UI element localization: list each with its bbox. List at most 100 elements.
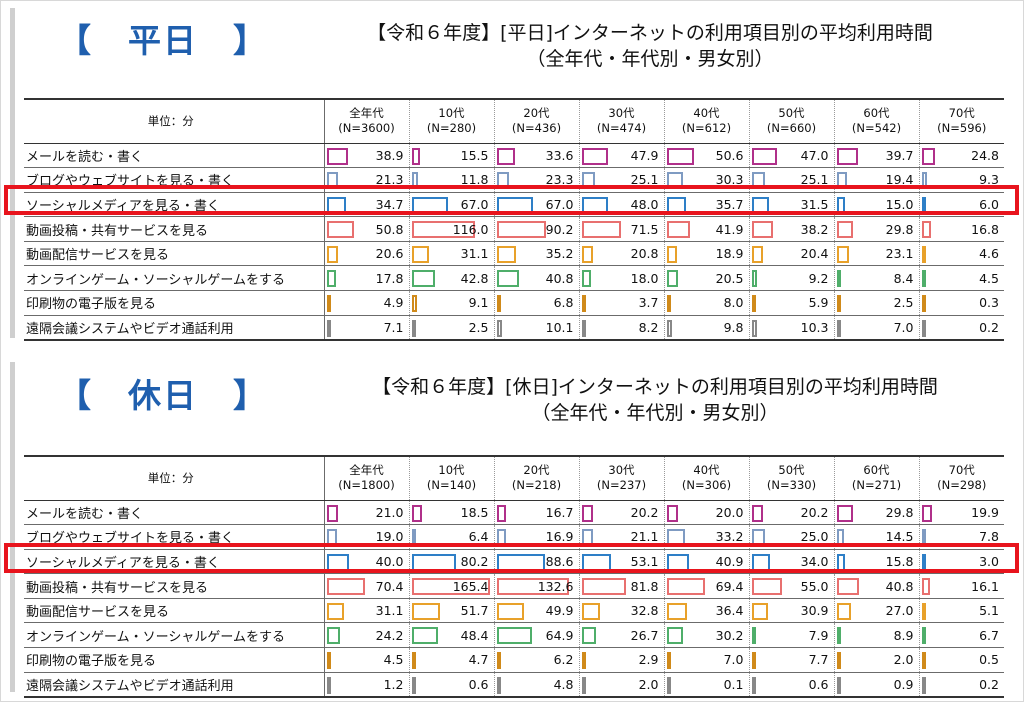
value-label: 31.1 — [460, 246, 489, 262]
value-label: 40.0 — [375, 553, 404, 569]
column-header: 全年代 (N=1800) — [323, 455, 409, 501]
value-cell: 19.9 — [918, 500, 1004, 526]
column-header-n: (N=271) — [851, 478, 902, 493]
row-label: 印刷物の電子版を見る — [24, 290, 325, 316]
value-bar — [581, 676, 586, 694]
value-cell: 10.1 — [493, 315, 579, 341]
value-bar — [581, 245, 593, 263]
table-row: 動画配信サービスを見る 31.1 51.7 49.9 32.8 36.4 30.9 27.0 5… — [24, 598, 1004, 624]
value-cell: 0.6 — [748, 672, 834, 698]
value-cell: 42.8 — [408, 265, 494, 292]
value-label: 2.5 — [468, 319, 489, 335]
column-header-n: (N=596) — [937, 121, 987, 136]
value-label: 7.1 — [383, 319, 404, 335]
value-cell: 71.5 — [578, 216, 664, 242]
value-bar — [836, 627, 842, 645]
row-label: オンラインゲーム・ソーシャルゲームをする — [24, 622, 325, 649]
value-bar — [581, 652, 586, 670]
value-cell: 6.7 — [918, 622, 1004, 649]
value-bar — [836, 221, 853, 239]
value-cell: 18.0 — [578, 265, 664, 292]
value-label: 6.4 — [468, 529, 489, 545]
column-header-n: (N=306) — [681, 478, 732, 493]
value-bar — [921, 504, 933, 522]
value-cell: 34.0 — [748, 549, 834, 575]
value-bar — [751, 147, 778, 165]
value-cell: 0.9 — [833, 672, 919, 698]
value-label: 30.3 — [715, 172, 744, 188]
value-label: 116.0 — [452, 221, 489, 237]
value-label: 24.2 — [375, 627, 404, 643]
value-bar — [496, 504, 506, 522]
value-label: 21.0 — [375, 504, 404, 520]
column-header-n: (N=3600) — [338, 121, 395, 136]
value-label: 16.7 — [545, 504, 574, 520]
value-label: 27.0 — [885, 603, 914, 619]
value-label: 0.1 — [723, 676, 744, 692]
value-bar — [836, 295, 841, 313]
value-label: 0.2 — [979, 676, 999, 692]
value-label: 11.8 — [460, 172, 489, 188]
value-cell: 31.1 — [408, 241, 494, 267]
value-label: 55.0 — [800, 578, 829, 594]
value-label: 32.8 — [630, 603, 659, 619]
chart-subtitle: （全年代・年代別・男女別） — [526, 48, 774, 70]
value-bar — [921, 319, 926, 337]
value-bar — [666, 652, 671, 670]
value-label: 36.4 — [715, 603, 744, 619]
value-bar — [751, 270, 757, 288]
value-cell: 16.8 — [918, 216, 1004, 242]
column-header-name: 20代 — [523, 463, 550, 478]
value-bar — [751, 245, 763, 263]
value-bar — [666, 270, 678, 288]
value-label: 23.1 — [885, 246, 914, 262]
value-label: 2.0 — [638, 676, 659, 692]
value-label: 25.0 — [800, 529, 829, 545]
value-label: 0.6 — [808, 676, 829, 692]
section-label: 【 休日 】 — [58, 376, 268, 415]
value-label: 34.0 — [800, 553, 829, 569]
value-cell: 7.7 — [748, 647, 834, 673]
value-label: 18.0 — [630, 270, 659, 286]
row-label: 遠隔会議システムやビデオ通話利用 — [24, 672, 325, 698]
value-cell: 20.6 — [323, 241, 409, 267]
value-label: 14.5 — [885, 529, 914, 545]
value-cell: 4.7 — [408, 647, 494, 673]
column-header: 40代 (N=306) — [663, 455, 749, 501]
section-label: 【 平日 】 — [58, 21, 268, 60]
value-cell: 4.8 — [493, 672, 579, 698]
value-cell: 132.6 — [493, 573, 579, 599]
value-bar — [496, 221, 547, 239]
value-label: 81.8 — [630, 578, 659, 594]
value-bar — [411, 319, 416, 337]
value-bar — [921, 578, 931, 596]
value-cell: 116.0 — [408, 216, 494, 242]
value-bar — [326, 602, 344, 620]
value-cell: 0.1 — [663, 672, 749, 698]
row-label: 動画投稿・共有サービスを見る — [24, 573, 325, 599]
value-bar — [326, 627, 340, 645]
table-row: メールを読む・書く 38.9 15.5 33.6 47.9 50.6 47.0 39.7 24.… — [24, 143, 1004, 169]
value-cell: 20.2 — [748, 500, 834, 526]
value-cell: 8.0 — [663, 290, 749, 316]
column-header: 50代 (N=660) — [748, 98, 834, 144]
value-label: 18.9 — [715, 246, 744, 262]
value-label: 40.9 — [715, 553, 744, 569]
value-cell: 17.8 — [323, 265, 409, 292]
row-label: オンラインゲーム・ソーシャルゲームをする — [24, 265, 325, 292]
column-header-n: (N=330) — [766, 478, 817, 493]
value-cell: 20.0 — [663, 500, 749, 526]
value-label: 0.5 — [979, 652, 999, 668]
value-label: 20.6 — [375, 246, 404, 262]
column-header-name: 30代 — [608, 463, 635, 478]
value-bar — [411, 652, 416, 670]
value-label: 15.8 — [885, 553, 914, 569]
row-label: 動画配信サービスを見る — [24, 241, 325, 267]
value-cell: 0.2 — [918, 315, 1004, 341]
column-header: 60代 (N=271) — [833, 455, 919, 501]
value-bar — [411, 270, 436, 288]
value-bar — [496, 319, 503, 337]
value-bar — [921, 676, 926, 694]
value-cell: 1.2 — [323, 672, 409, 698]
value-cell: 0.3 — [918, 290, 1004, 316]
